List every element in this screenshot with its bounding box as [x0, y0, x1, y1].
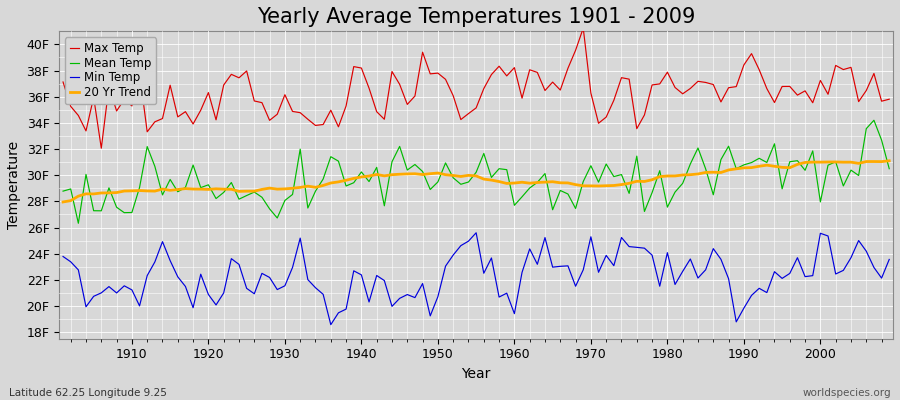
Mean Temp [295, 147, 306, 152]
Mean Temp [58, 189, 68, 194]
Max Temp [616, 75, 627, 80]
Max Temp [96, 146, 107, 151]
Max Temp [509, 65, 520, 70]
Title: Yearly Average Temperatures 1901 - 2009: Yearly Average Temperatures 1901 - 2009 [257, 7, 696, 27]
20 Yr Trend [501, 181, 512, 186]
Mean Temp [868, 118, 879, 123]
20 Yr Trend [287, 186, 298, 191]
Max Temp [341, 104, 352, 108]
Text: Latitude 62.25 Longitude 9.25: Latitude 62.25 Longitude 9.25 [9, 388, 166, 398]
Mean Temp [884, 166, 895, 171]
20 Yr Trend [601, 183, 612, 188]
Min Temp [341, 307, 352, 312]
Legend: Max Temp, Mean Temp, Min Temp, 20 Yr Trend: Max Temp, Mean Temp, Min Temp, 20 Yr Tre… [65, 37, 156, 104]
Max Temp [58, 80, 68, 84]
Mean Temp [608, 174, 619, 179]
Min Temp [471, 230, 482, 235]
Min Temp [326, 322, 337, 327]
Min Temp [616, 235, 627, 240]
Min Temp [525, 246, 535, 251]
20 Yr Trend [333, 180, 344, 184]
Max Temp [578, 26, 589, 30]
Text: worldspecies.org: worldspecies.org [803, 388, 891, 398]
Mean Temp [517, 194, 527, 199]
Mean Temp [127, 210, 138, 215]
Line: 20 Yr Trend: 20 Yr Trend [63, 161, 889, 202]
Max Temp [295, 110, 306, 115]
20 Yr Trend [884, 158, 895, 163]
20 Yr Trend [119, 189, 130, 194]
Max Temp [517, 96, 527, 100]
X-axis label: Year: Year [462, 367, 490, 381]
Mean Temp [73, 221, 84, 226]
Line: Max Temp: Max Temp [63, 28, 889, 148]
Y-axis label: Temperature: Temperature [7, 141, 21, 229]
Mean Temp [341, 184, 352, 188]
Max Temp [127, 104, 138, 108]
Min Temp [119, 284, 130, 288]
Min Temp [58, 254, 68, 259]
Min Temp [884, 257, 895, 262]
Max Temp [884, 97, 895, 102]
Min Temp [517, 270, 527, 275]
Line: Min Temp: Min Temp [63, 233, 889, 325]
Min Temp [287, 265, 298, 270]
20 Yr Trend [509, 181, 520, 186]
Line: Mean Temp: Mean Temp [63, 120, 889, 223]
20 Yr Trend [58, 200, 68, 204]
Mean Temp [509, 203, 520, 208]
